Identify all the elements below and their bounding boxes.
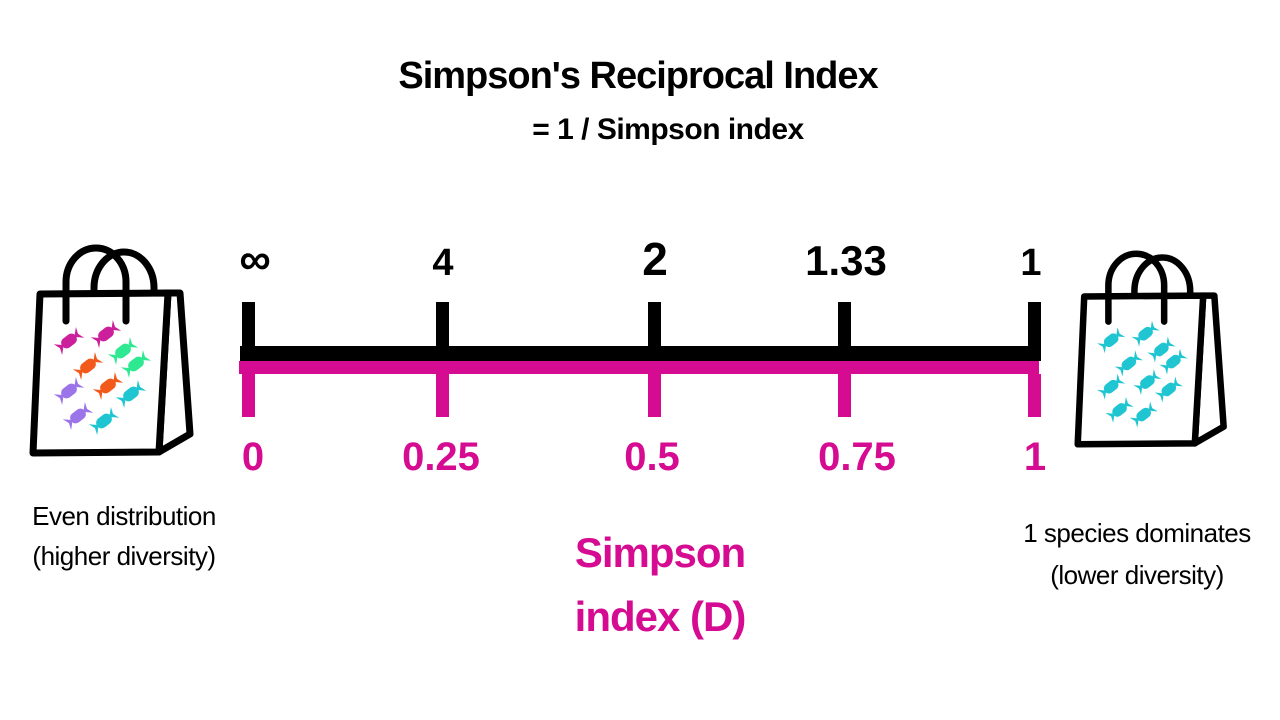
candy-icon bbox=[120, 350, 152, 378]
reciprocal-axis-line bbox=[240, 346, 1038, 361]
reciprocal-tick-4 bbox=[1028, 302, 1041, 361]
simpson-value-label: 0.25 bbox=[402, 435, 480, 479]
simpson-axis-labels: 0 0.25 0.5 0.75 1 bbox=[0, 437, 1280, 487]
reciprocal-value-label: ∞ bbox=[239, 235, 271, 284]
page-title: Simpson's Reciprocal Index bbox=[398, 55, 878, 97]
candy-icon bbox=[90, 320, 122, 348]
left-caption-line1: Even distribution bbox=[32, 501, 216, 531]
simpson-tick-1 bbox=[436, 374, 449, 417]
candy-icon bbox=[53, 327, 85, 355]
page-subtitle: = 1 / Simpson index bbox=[532, 113, 804, 146]
bag-front-panel bbox=[1074, 292, 1207, 448]
reciprocal-value-label: 4 bbox=[432, 242, 454, 284]
candy-icon bbox=[1114, 350, 1143, 377]
simpson-value-label: 1 bbox=[1023, 435, 1047, 479]
simpson-axis-line bbox=[239, 361, 1039, 374]
right-candy-bag-illustration bbox=[1074, 250, 1232, 449]
bag-front-handle bbox=[62, 244, 130, 325]
candy-icon bbox=[115, 380, 147, 408]
axis-title-line2: index (D) bbox=[574, 593, 747, 640]
simpson-value-label: 0 bbox=[241, 435, 265, 479]
candy-icon bbox=[1097, 327, 1126, 354]
candy-icon bbox=[1131, 320, 1160, 347]
right-caption-line1: 1 species dominates bbox=[1023, 518, 1251, 548]
candy-icon bbox=[88, 407, 120, 435]
candy-icon bbox=[92, 372, 124, 400]
simpson-tick-3 bbox=[838, 374, 851, 417]
reciprocal-tick-0 bbox=[242, 302, 255, 361]
reciprocal-value-label: 1 bbox=[1020, 242, 1042, 284]
candy-icon bbox=[1105, 396, 1134, 423]
bag-front-panel bbox=[29, 289, 172, 457]
simpson-tick-2 bbox=[648, 374, 661, 417]
simpson-tick-0 bbox=[242, 374, 255, 417]
reciprocal-tick-2 bbox=[648, 302, 661, 361]
reciprocal-value-label: 2 bbox=[642, 233, 668, 285]
reciprocal-tick-3 bbox=[838, 302, 851, 361]
gift-bag-icon bbox=[29, 244, 194, 457]
axis-title-line1: Simpson bbox=[574, 529, 746, 576]
reciprocal-value-label: 1.33 bbox=[805, 237, 887, 284]
simpson-value-label: 0.5 bbox=[624, 435, 680, 479]
left-candy-bag-illustration bbox=[29, 244, 199, 458]
gift-bag-icon bbox=[1074, 250, 1227, 448]
candy-icon bbox=[1159, 348, 1188, 375]
simpson-value-label: 0.75 bbox=[818, 435, 896, 479]
candy-icon bbox=[107, 337, 139, 365]
candy-icon bbox=[1154, 376, 1183, 403]
candy-icon bbox=[62, 402, 94, 430]
candy-icon bbox=[1147, 336, 1176, 363]
left-caption-line2: (higher diversity) bbox=[32, 541, 216, 571]
candy-icon bbox=[1133, 369, 1162, 396]
right-caption-line2: (lower diversity) bbox=[1050, 560, 1224, 590]
candy-icon bbox=[1129, 401, 1158, 428]
candy-icon bbox=[1097, 373, 1126, 400]
candy-icon bbox=[72, 352, 104, 380]
reciprocal-tick-1 bbox=[436, 302, 449, 361]
simpson-tick-4 bbox=[1028, 374, 1041, 417]
bag-back-handle bbox=[1131, 254, 1194, 303]
bag-front-handle bbox=[1105, 250, 1168, 325]
bag-back-handle bbox=[90, 248, 158, 300]
reciprocal-axis-labels: ∞ 4 2 1.33 1 bbox=[0, 225, 1280, 282]
candy-icon bbox=[53, 377, 85, 405]
